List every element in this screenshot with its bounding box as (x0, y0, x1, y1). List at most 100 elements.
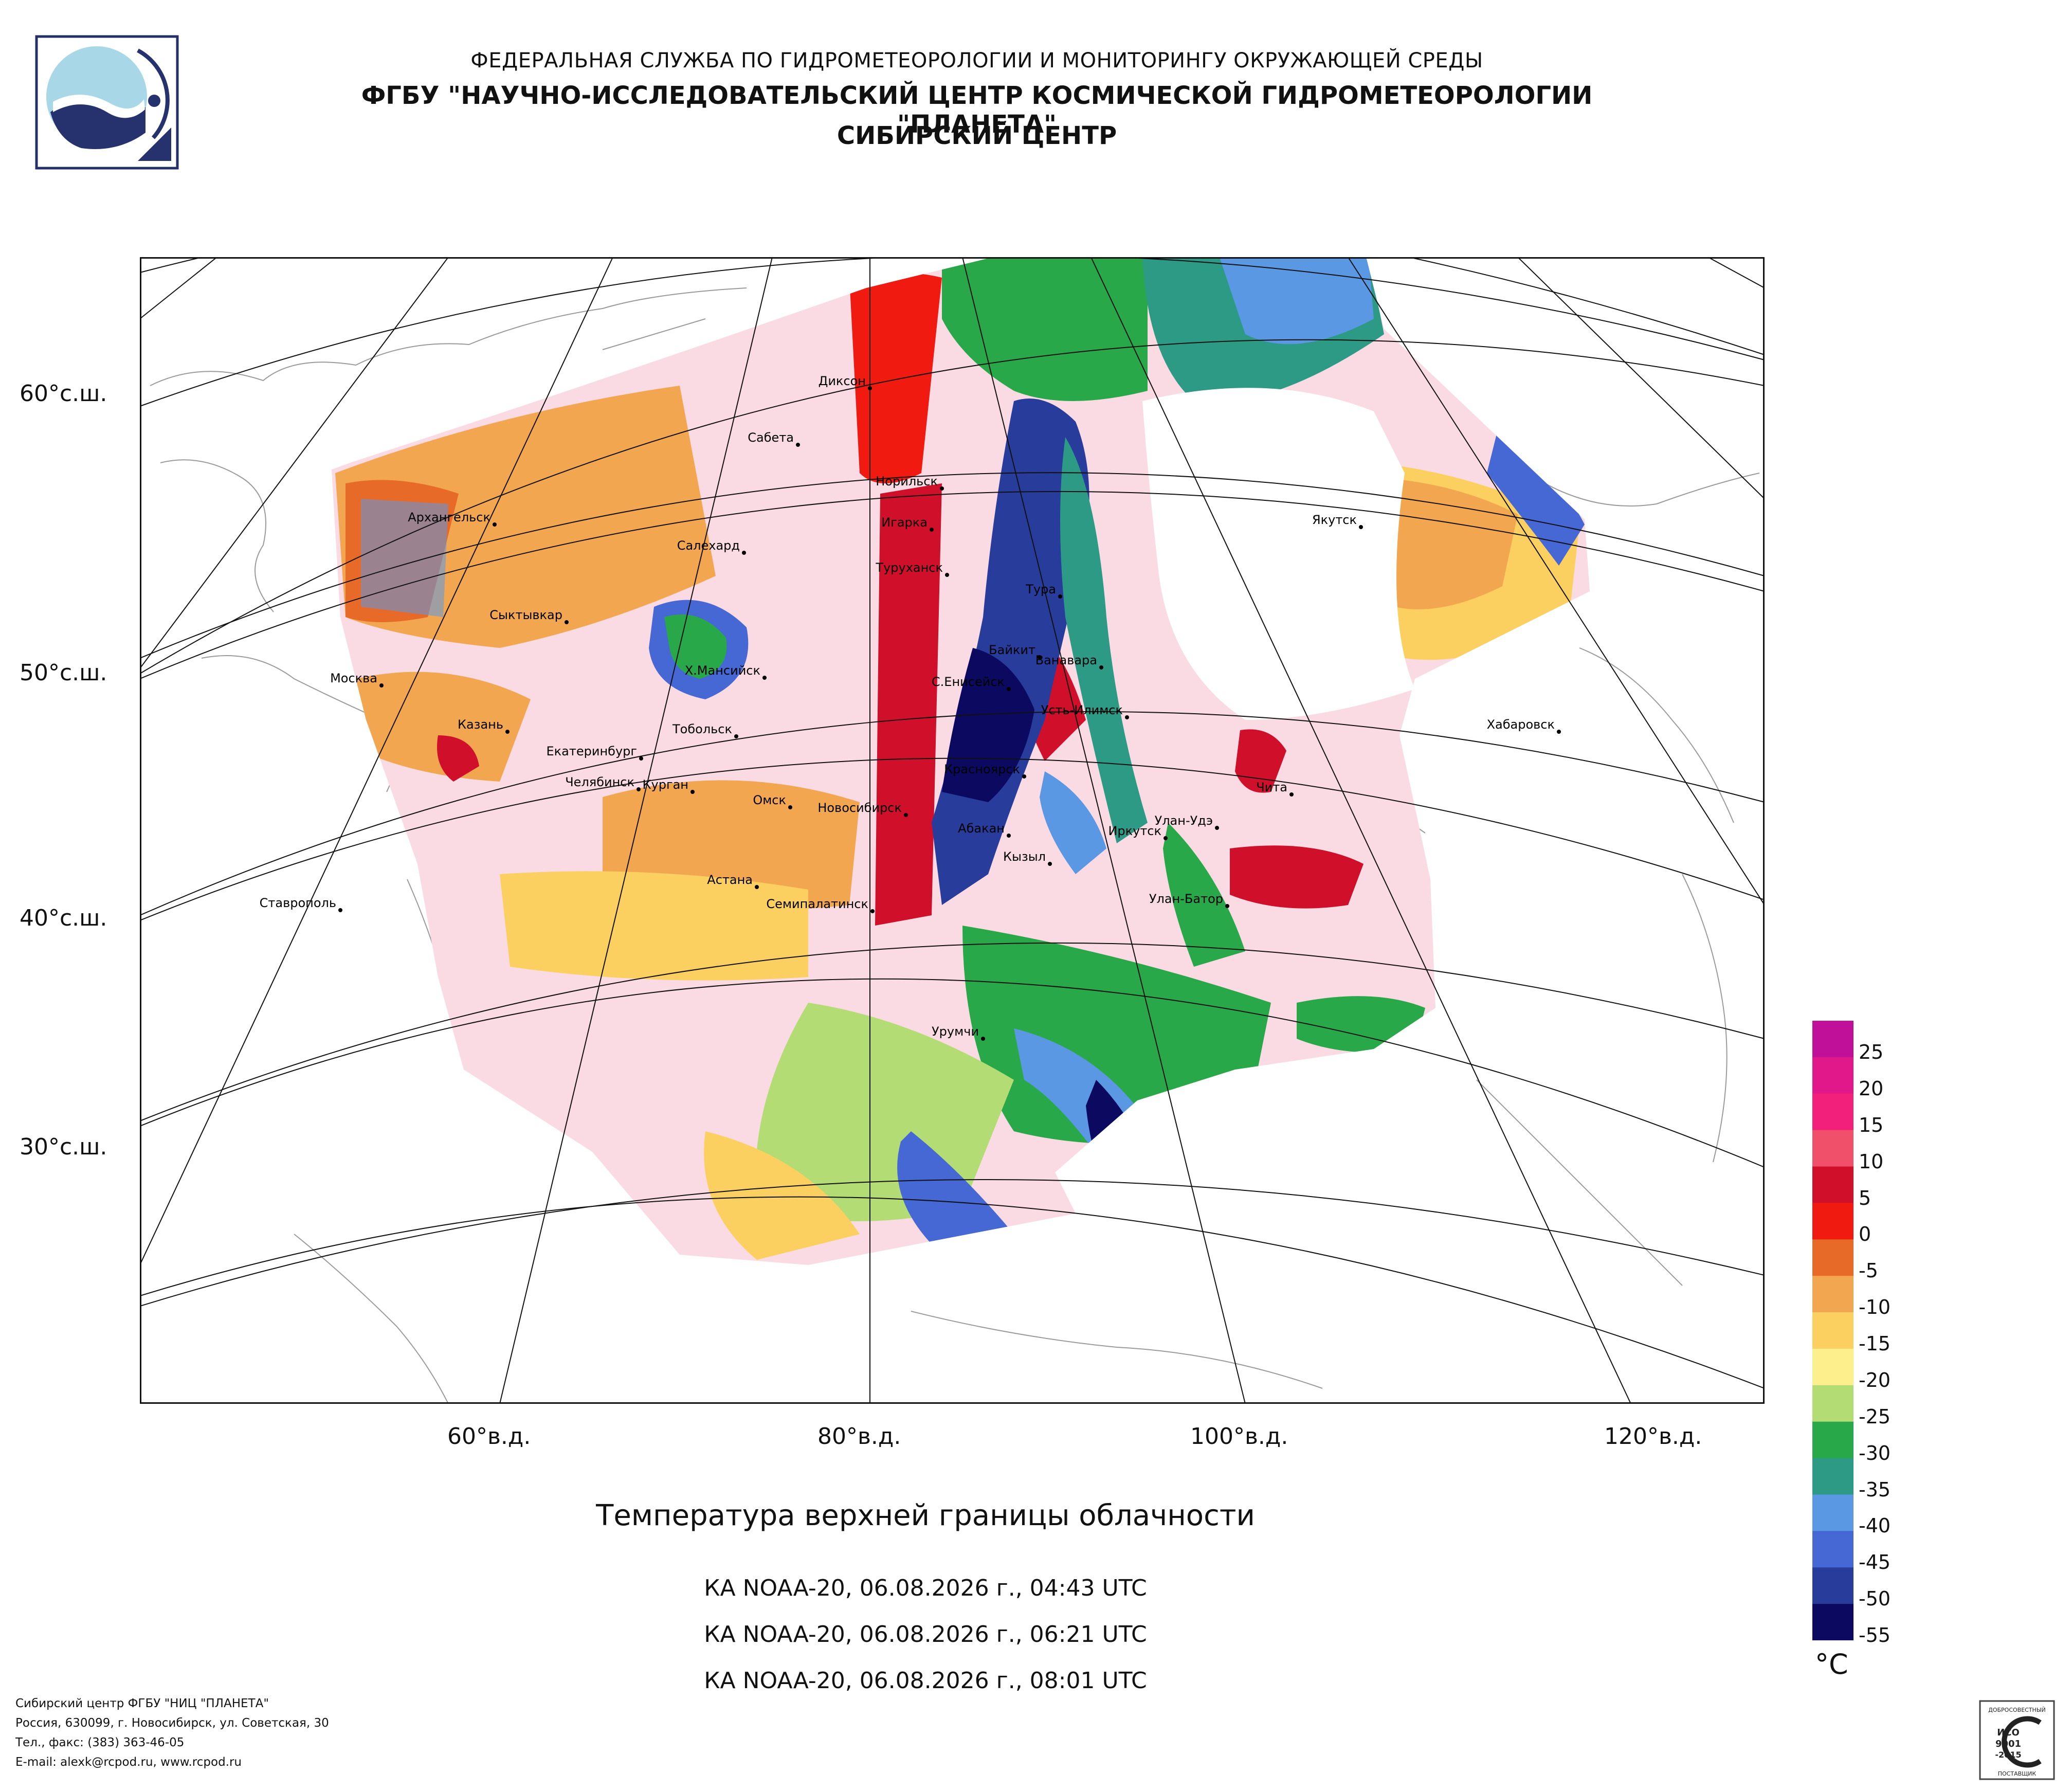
city-label: Кызыл (1003, 849, 1046, 864)
legend-tick-label: 25 (1859, 1040, 1884, 1063)
city-marker (1022, 774, 1026, 779)
legend-swatch (1812, 1458, 1853, 1495)
legend-tick-label: -35 (1859, 1478, 1891, 1501)
city-label: Тура (1025, 582, 1056, 596)
legend-tick-label: 0 (1859, 1223, 1871, 1246)
city-label: Екатеринбург (547, 744, 637, 758)
city-marker (796, 443, 800, 447)
city-label: Хабаровск (1487, 717, 1555, 732)
city-marker (1164, 836, 1168, 840)
city-label: Туруханск (875, 560, 943, 575)
lat-label-50: 50°с.ш. (20, 660, 107, 686)
cert-iso-text: ИСО (1997, 1727, 2020, 1738)
legend-swatch (1812, 1203, 1853, 1240)
legend-tick-label: -10 (1859, 1296, 1891, 1319)
city-marker (742, 551, 746, 555)
pass-1: КА NOAA-20, 06.08.2026 г., 04:43 UTC (704, 1575, 1147, 1601)
cert-year-text: -2015 (1995, 1750, 2021, 1760)
city-label: Омск (753, 793, 786, 807)
city-label: Семипалатинск (766, 897, 868, 911)
city-label: Абакан (958, 821, 1005, 836)
city-label: Улан-Удэ (1155, 813, 1213, 828)
lat-label-30: 30°с.ш. (20, 1134, 107, 1160)
legend-tick-label: 10 (1859, 1150, 1884, 1173)
legend-tick-label: -40 (1859, 1514, 1891, 1537)
legend-tick-label: 5 (1859, 1186, 1871, 1209)
lat-label-40: 40°с.ш. (20, 905, 107, 931)
footer-address: Россия, 630099, г. Новосибирск, ул. Сове… (15, 1716, 329, 1730)
city-label: Иркутск (1108, 824, 1161, 838)
legend-tick-label: -25 (1859, 1405, 1891, 1428)
city-label: Якутск (1312, 513, 1357, 527)
legend-tick-label: -20 (1859, 1368, 1891, 1391)
legend-tick-label: 15 (1859, 1113, 1884, 1136)
cert-number-text: 9001 (1995, 1739, 2021, 1749)
city-label: Салехард (677, 538, 740, 553)
legend-swatch (1812, 1494, 1853, 1531)
legend-swatch (1812, 1166, 1853, 1203)
city-marker (637, 787, 641, 791)
legend-tick-label: -45 (1859, 1551, 1891, 1574)
city-label: Ванавара (1035, 653, 1097, 667)
legend-tick-label: -50 (1859, 1587, 1891, 1611)
city-marker (1058, 594, 1062, 599)
city-label: Норильск (876, 474, 938, 489)
legend-swatch (1812, 1057, 1853, 1094)
city-marker (493, 522, 497, 527)
city-label: Диксон (819, 374, 866, 388)
temperature-legend (1812, 1021, 1853, 1640)
legend-swatch (1812, 1021, 1853, 1058)
legend-swatch (1812, 1239, 1853, 1276)
lon-label-100: 100°в.д. (1190, 1423, 1288, 1450)
institute-line: ФГБУ "НАУЧНО-ИССЛЕДОВАТЕЛЬСКИЙ ЦЕНТР КОС… (361, 81, 1593, 139)
city-marker (1007, 834, 1011, 838)
city-marker (981, 1037, 985, 1041)
city-marker (940, 486, 944, 491)
legend-tick-label: -55 (1859, 1624, 1891, 1647)
legend-swatch (1812, 1130, 1853, 1167)
city-marker (930, 528, 934, 532)
city-label: Архангельск (408, 510, 490, 524)
legend-swatch (1812, 1093, 1853, 1131)
city-marker (1099, 665, 1103, 670)
lon-label-120: 120°в.д. (1604, 1423, 1702, 1450)
lat-label-60: 60°с.ш. (20, 381, 107, 407)
city-marker (904, 813, 908, 817)
city-label: Челябинск (565, 775, 634, 789)
footer-phone: Тел., факс: (383) 363-46-05 (15, 1736, 185, 1749)
pass-3: КА NOAA-20, 06.08.2026 г., 08:01 UTC (704, 1668, 1147, 1694)
city-label: Тобольск (672, 722, 732, 736)
city-marker (1557, 730, 1561, 734)
city-marker (1125, 715, 1129, 719)
city-marker (1048, 862, 1052, 866)
legend-tick-label: -5 (1859, 1259, 1878, 1282)
legend-tick-label: 20 (1859, 1077, 1884, 1100)
city-marker (505, 730, 510, 734)
city-label: Байкит (989, 643, 1035, 657)
city-marker (870, 909, 875, 913)
cloud-top-temperature-map: Диксон Сабета Норильск Архангельск Игарка Сал… (140, 257, 1765, 1404)
city-marker (1225, 904, 1229, 908)
city-marker (788, 805, 792, 809)
city-markers: Диксон Сабета Норильск Архангельск Игарка Сал… (260, 374, 1561, 1041)
iso-certification-badge: ДОБРОСОВЕСТНЫЙ ИСО 9001 -2015 ПОСТАВЩИК (1979, 1700, 2055, 1780)
city-label: Урумчи (932, 1024, 979, 1039)
legend-unit: °C (1815, 1648, 1848, 1680)
city-marker (762, 676, 767, 680)
city-marker (379, 683, 384, 688)
planeta-logo (35, 35, 179, 170)
city-marker (868, 386, 872, 390)
pass-2: КА NOAA-20, 06.08.2026 г., 06:21 UTC (704, 1621, 1147, 1648)
city-marker (690, 790, 695, 794)
city-marker (565, 620, 569, 624)
city-marker (1038, 655, 1042, 659)
city-label: Новосибирск (817, 801, 902, 815)
legend-swatch (1812, 1604, 1853, 1640)
legend-swatch (1812, 1348, 1853, 1386)
city-label: Чита (1256, 780, 1287, 794)
center-line: СИБИРСКИЙ ЦЕНТР (837, 121, 1117, 150)
city-marker (945, 573, 949, 577)
city-marker (755, 885, 759, 889)
city-label: Х.Мансийск (685, 663, 760, 678)
city-label: Улан-Батор (1149, 892, 1223, 906)
